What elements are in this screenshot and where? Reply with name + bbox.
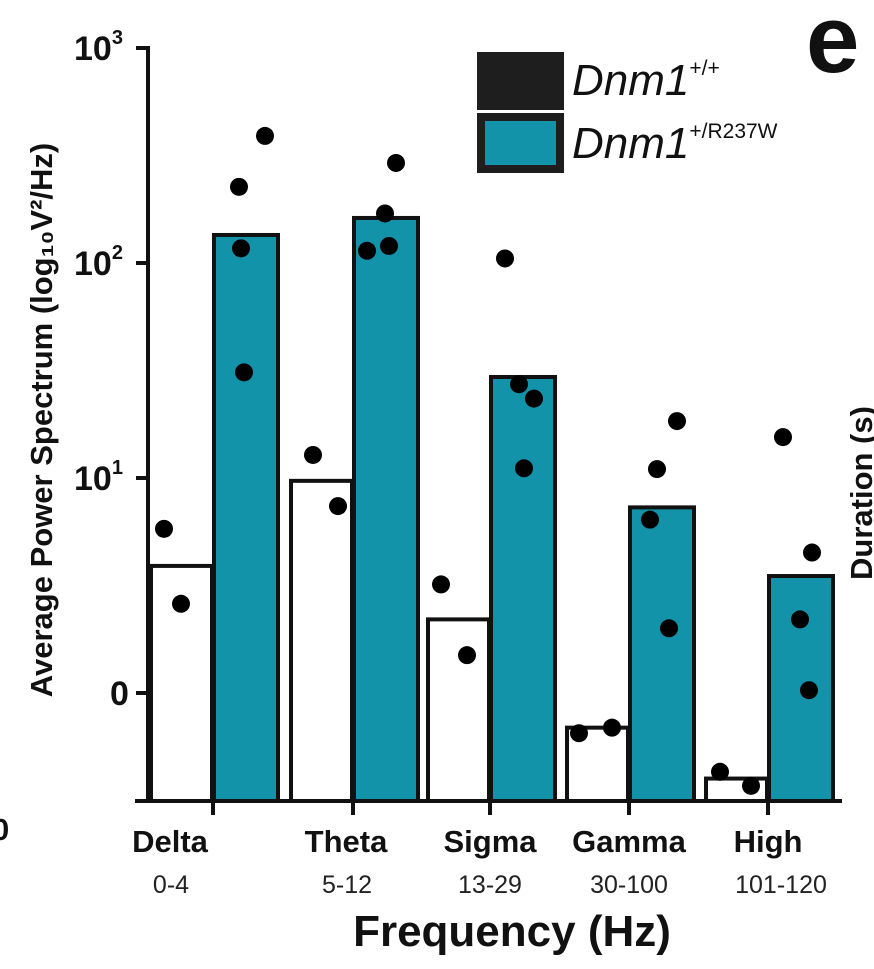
point-mutant-theta [376, 204, 394, 223]
y-tick-label-base: 10 [74, 245, 112, 283]
x-tick-range-delta: 0-4 [153, 871, 189, 899]
y-tick-label-base: 10 [74, 30, 112, 68]
y-axis-label: Average Power Spectrum (log₁₀V²/Hz) [24, 143, 59, 697]
point-wildtype-delta [172, 594, 190, 613]
legend: Dnm1+/+ Dnm1+/R237W [477, 52, 778, 173]
legend-label-wildtype-sup: +/+ [689, 57, 719, 80]
legend-label-wildtype-name: Dnm1 [572, 56, 689, 105]
point-wildtype-theta [304, 445, 322, 464]
legend-label-mutant-sup: +/R237W [689, 120, 777, 143]
point-mutant-delta [232, 239, 250, 258]
point-mutant-gamma [641, 510, 659, 529]
point-mutant-delta [235, 363, 253, 382]
point-mutant-sigma [510, 375, 528, 394]
legend-swatch-mutant [485, 121, 556, 165]
point-wildtype-high [711, 762, 729, 781]
x-axis-label: Frequency (Hz) [353, 907, 671, 956]
point-mutant-gamma [660, 619, 678, 638]
legend-item-mutant: Dnm1+/R237W [477, 113, 778, 173]
bar-mutant-delta [212, 232, 280, 804]
x-tick-range-gamma: 30-100 [590, 871, 668, 899]
x-tick-range-theta: 5-12 [322, 871, 372, 899]
legend-label-mutant: Dnm1+/R237W [572, 119, 778, 168]
y-tick-label: 101 [74, 457, 123, 498]
y-tick-label-exponent: 2 [112, 242, 123, 264]
x-tick-label-sigma: Sigma [443, 824, 537, 859]
x-tick-range-high: 101-120 [735, 871, 827, 899]
point-mutant-high [791, 610, 809, 629]
y-tick-label-exponent: 1 [112, 457, 123, 479]
point-mutant-high [803, 543, 821, 562]
point-mutant-delta [256, 126, 274, 145]
y-tick-label-base: 0 [110, 675, 129, 713]
bar-mutant-gamma [628, 505, 696, 803]
legend-swatch-wildtype [477, 52, 564, 110]
x-tick-range-sigma: 13-29 [458, 871, 522, 899]
point-mutant-gamma [648, 460, 666, 479]
point-mutant-delta [230, 177, 248, 196]
point-mutant-theta [387, 153, 405, 172]
bar-mutant-theta [352, 215, 420, 803]
x-tick-label-gamma: Gamma [572, 824, 686, 859]
bar-mutant-sigma [489, 374, 557, 803]
panel-letter: e [806, 0, 859, 93]
legend-label-mutant-name: Dnm1 [572, 119, 689, 168]
point-mutant-gamma [668, 412, 686, 431]
y-tick-label-exponent: 3 [112, 27, 123, 49]
left-panel-fragment: 0 [0, 812, 9, 847]
point-wildtype-sigma [458, 646, 476, 665]
x-tick-label-theta: Theta [305, 824, 388, 859]
point-wildtype-gamma [603, 718, 621, 737]
point-mutant-theta [358, 241, 376, 260]
point-wildtype-delta [155, 519, 173, 538]
point-mutant-sigma [525, 389, 543, 408]
point-wildtype-sigma [432, 575, 450, 594]
y-tick-label: 103 [74, 27, 123, 68]
point-wildtype-gamma [570, 724, 588, 743]
point-wildtype-theta [329, 497, 347, 516]
legend-item-wildtype: Dnm1+/+ [477, 52, 720, 110]
y-tick-label-base: 10 [74, 460, 112, 498]
point-mutant-high [800, 681, 818, 700]
y-tick-label: 0 [110, 675, 129, 713]
bar-wildtype-theta [289, 478, 354, 803]
right-panel-axis-fragment: Duration (s) [844, 406, 874, 580]
points-layer [155, 126, 821, 795]
point-mutant-high [774, 428, 792, 447]
point-mutant-sigma [515, 459, 533, 478]
point-mutant-theta [380, 236, 398, 255]
x-tick-label-delta: Delta [132, 824, 209, 859]
bar-wildtype-sigma [426, 617, 491, 804]
legend-label-wildtype: Dnm1+/+ [572, 56, 720, 105]
point-mutant-sigma [496, 249, 514, 268]
x-ticks: Delta 0-4 Theta 5-12 Sigma 13-29 Gamma 30-100 Hi… [132, 801, 827, 899]
bars-layer [149, 215, 835, 804]
point-wildtype-high [742, 776, 760, 795]
y-tick-label: 102 [74, 242, 123, 283]
x-tick-label-high: High [734, 824, 803, 859]
